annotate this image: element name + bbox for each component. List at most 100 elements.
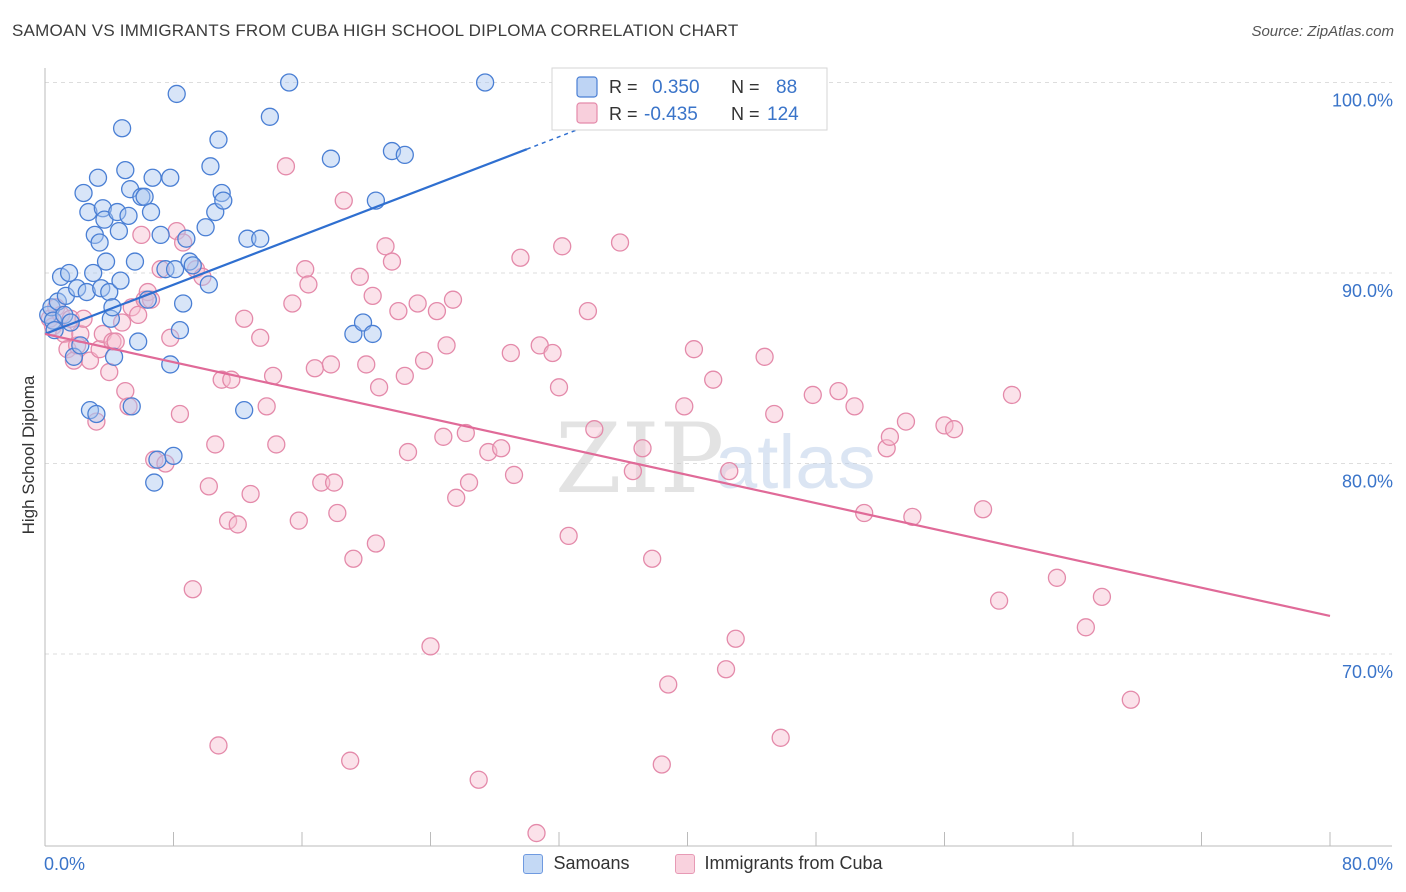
point-cuba	[151, 260, 170, 279]
point-cuba	[129, 305, 148, 325]
point-cuba	[829, 381, 848, 401]
bottom-legend: Samoans Immigrants from Cuba	[0, 852, 1406, 874]
point-cuba	[684, 340, 704, 359]
point-samoans	[135, 187, 154, 206]
point-cuba	[456, 423, 475, 443]
stats-legend: R = 0.350 N = 88 R = -0.435 N = 124	[551, 67, 828, 131]
point-cuba	[341, 751, 360, 770]
point-samoans	[67, 279, 87, 298]
point-cuba	[578, 301, 598, 321]
point-samoans	[212, 183, 231, 203]
point-cuba	[350, 267, 369, 286]
stats-n-label-2: N =	[731, 104, 760, 124]
series-samoans-points	[39, 73, 495, 492]
point-cuba	[585, 420, 604, 439]
point-cuba	[321, 355, 341, 374]
point-cuba	[434, 427, 453, 446]
point-cuba	[989, 591, 1009, 610]
point-cuba	[1047, 568, 1067, 587]
point-samoans	[108, 202, 127, 222]
point-samoans	[111, 271, 130, 290]
point-samoans	[109, 221, 129, 241]
point-cuba	[267, 435, 286, 454]
point-samoans	[79, 202, 98, 222]
point-samoans	[143, 168, 162, 187]
point-cuba	[437, 336, 456, 355]
watermark: ZIP atlas	[555, 403, 876, 515]
point-cuba	[1092, 587, 1112, 606]
point-cuba	[241, 484, 260, 504]
point-cuba	[845, 397, 864, 416]
point-cuba	[395, 366, 414, 386]
legend-label-cuba: Immigrants from Cuba	[704, 852, 883, 873]
watermark-zip: ZIP	[555, 403, 724, 515]
point-cuba	[652, 755, 671, 774]
gridlines	[45, 82, 1392, 655]
point-samoans	[173, 294, 193, 313]
point-samoans	[116, 160, 135, 180]
point-cuba	[1076, 618, 1095, 637]
x-tick-label-min: 0.0%	[44, 854, 85, 874]
point-samoans	[59, 263, 79, 283]
point-samoans	[112, 119, 132, 138]
point-samoans	[88, 168, 108, 187]
point-cuba	[427, 301, 447, 321]
point-cuba	[659, 675, 678, 694]
point-cuba	[382, 252, 402, 271]
point-cuba	[755, 347, 774, 366]
point-cuba	[235, 309, 254, 328]
legend-swatch-samoans	[523, 853, 544, 874]
legend-swatch-cuba	[674, 853, 695, 874]
point-samoans	[177, 229, 196, 248]
point-cuba	[218, 511, 238, 530]
point-samoans	[148, 450, 167, 469]
point-samoans	[201, 157, 220, 176]
stats-n-value-2: 124	[767, 104, 799, 125]
point-cuba	[803, 385, 822, 405]
point-cuba	[610, 233, 630, 252]
point-cuba	[328, 503, 347, 523]
point-cuba	[206, 435, 225, 454]
legend-item-samoans[interactable]: Samoans	[523, 853, 629, 874]
point-cuba	[633, 439, 652, 458]
point-samoans	[125, 252, 145, 271]
series-cuba-points	[40, 157, 1140, 843]
point-samoans	[238, 229, 257, 248]
point-cuba	[553, 237, 572, 256]
point-cuba	[421, 637, 440, 656]
point-cuba	[324, 473, 344, 492]
point-cuba	[944, 420, 964, 439]
point-cuba	[1002, 385, 1022, 405]
point-cuba	[877, 439, 896, 458]
point-cuba	[527, 823, 546, 843]
point-samoans	[161, 168, 180, 187]
point-samoans	[64, 347, 84, 366]
point-cuba	[469, 770, 488, 789]
point-cuba	[389, 301, 408, 321]
point-cuba	[161, 328, 180, 347]
point-cuba	[212, 370, 231, 389]
point-cuba	[704, 370, 723, 389]
point-cuba	[459, 473, 479, 492]
y-axis-title: High School Diploma	[19, 375, 38, 534]
point-cuba	[492, 439, 511, 458]
point-cuba	[369, 378, 389, 397]
stats-r-label-2: R =	[609, 104, 638, 124]
legend-item-cuba[interactable]: Immigrants from Cuba	[674, 852, 883, 874]
point-cuba	[543, 343, 562, 363]
point-cuba	[643, 549, 662, 568]
y-tick-label: 80.0%	[1342, 472, 1393, 492]
point-cuba	[504, 465, 524, 485]
point-samoans	[165, 260, 185, 279]
point-samoans	[214, 191, 233, 210]
point-cuba	[100, 362, 119, 382]
point-samoans	[101, 309, 121, 328]
point-samoans	[161, 355, 180, 374]
point-cuba	[675, 397, 694, 416]
point-samoans	[167, 84, 186, 104]
point-samoans	[251, 229, 270, 248]
point-cuba	[112, 313, 132, 332]
point-samoans	[164, 446, 183, 466]
point-cuba	[443, 290, 463, 309]
point-cuba	[251, 328, 270, 347]
